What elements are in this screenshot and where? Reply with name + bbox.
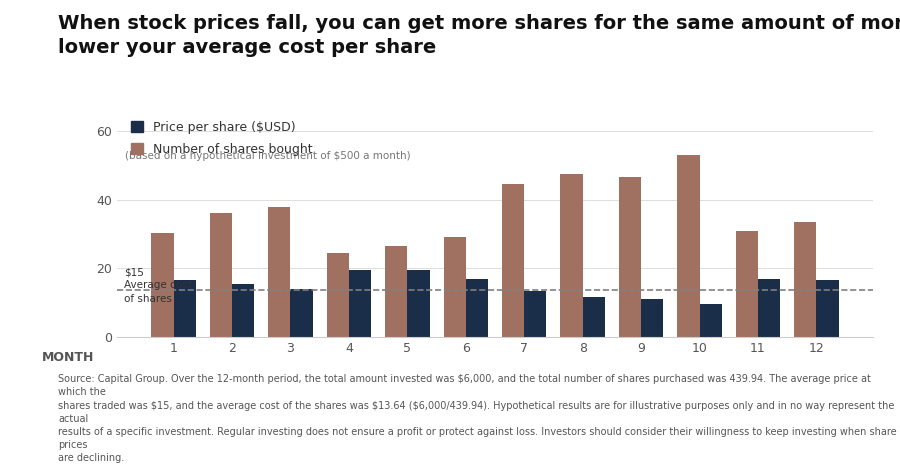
Bar <box>268 206 291 337</box>
X-axis label: MONTH: MONTH <box>41 351 94 365</box>
Bar <box>466 278 488 337</box>
Bar <box>736 231 758 337</box>
Text: (based on a hypothetical investment of $500 a month): (based on a hypothetical investment of $… <box>124 151 410 161</box>
Legend: Price per share ($USD), Number of shares bought: Price per share ($USD), Number of shares… <box>130 121 313 155</box>
Bar <box>210 213 232 337</box>
Bar <box>174 280 196 337</box>
Bar <box>232 284 254 337</box>
Bar <box>699 304 722 337</box>
Bar <box>619 177 641 337</box>
Text: Source: Capital Group. Over the 12-month period, the total amount invested was $: Source: Capital Group. Over the 12-month… <box>58 374 897 463</box>
Bar <box>678 155 699 337</box>
Bar <box>561 174 582 337</box>
Bar <box>408 270 429 337</box>
Bar <box>444 237 466 337</box>
Bar <box>502 184 524 337</box>
Bar <box>349 270 371 337</box>
Bar <box>385 246 408 337</box>
Text: When stock prices fall, you can get more shares for the same amount of money and: When stock prices fall, you can get more… <box>58 14 900 57</box>
Bar <box>327 253 349 337</box>
Bar <box>641 299 663 337</box>
Bar <box>758 278 780 337</box>
Bar <box>582 298 605 337</box>
Text: $15
Average cost
of shares: $15 Average cost of shares <box>124 267 192 304</box>
Bar <box>524 291 546 337</box>
Bar <box>291 289 312 337</box>
Bar <box>794 222 816 337</box>
Bar <box>816 280 839 337</box>
Bar <box>151 233 174 337</box>
